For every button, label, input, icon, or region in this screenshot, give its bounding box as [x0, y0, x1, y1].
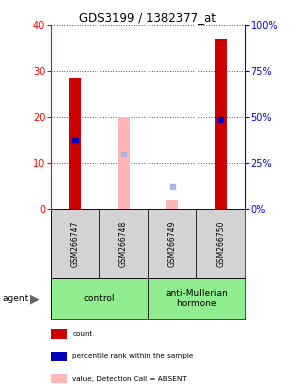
Text: GSM266750: GSM266750 — [216, 221, 225, 267]
FancyBboxPatch shape — [51, 209, 99, 278]
Text: anti-Mullerian
hormone: anti-Mullerian hormone — [165, 289, 228, 308]
Bar — [72, 138, 78, 142]
FancyBboxPatch shape — [51, 278, 148, 319]
FancyBboxPatch shape — [148, 209, 196, 278]
Bar — [170, 184, 175, 189]
Text: count: count — [72, 331, 93, 337]
Bar — [215, 39, 227, 209]
Text: ▶: ▶ — [30, 292, 40, 305]
Title: GDS3199 / 1382377_at: GDS3199 / 1382377_at — [79, 11, 216, 24]
Text: value, Detection Call = ABSENT: value, Detection Call = ABSENT — [72, 376, 187, 382]
Bar — [117, 117, 130, 209]
Bar — [218, 117, 223, 122]
FancyBboxPatch shape — [148, 278, 245, 319]
Bar — [69, 78, 81, 209]
Bar — [121, 152, 126, 156]
Text: GSM266747: GSM266747 — [70, 221, 79, 267]
Text: agent: agent — [3, 294, 29, 303]
Text: GSM266749: GSM266749 — [168, 221, 177, 267]
FancyBboxPatch shape — [99, 209, 148, 278]
Text: control: control — [84, 294, 115, 303]
FancyBboxPatch shape — [196, 209, 245, 278]
Text: percentile rank within the sample: percentile rank within the sample — [72, 353, 194, 359]
Text: GSM266748: GSM266748 — [119, 221, 128, 267]
Bar — [166, 200, 178, 209]
